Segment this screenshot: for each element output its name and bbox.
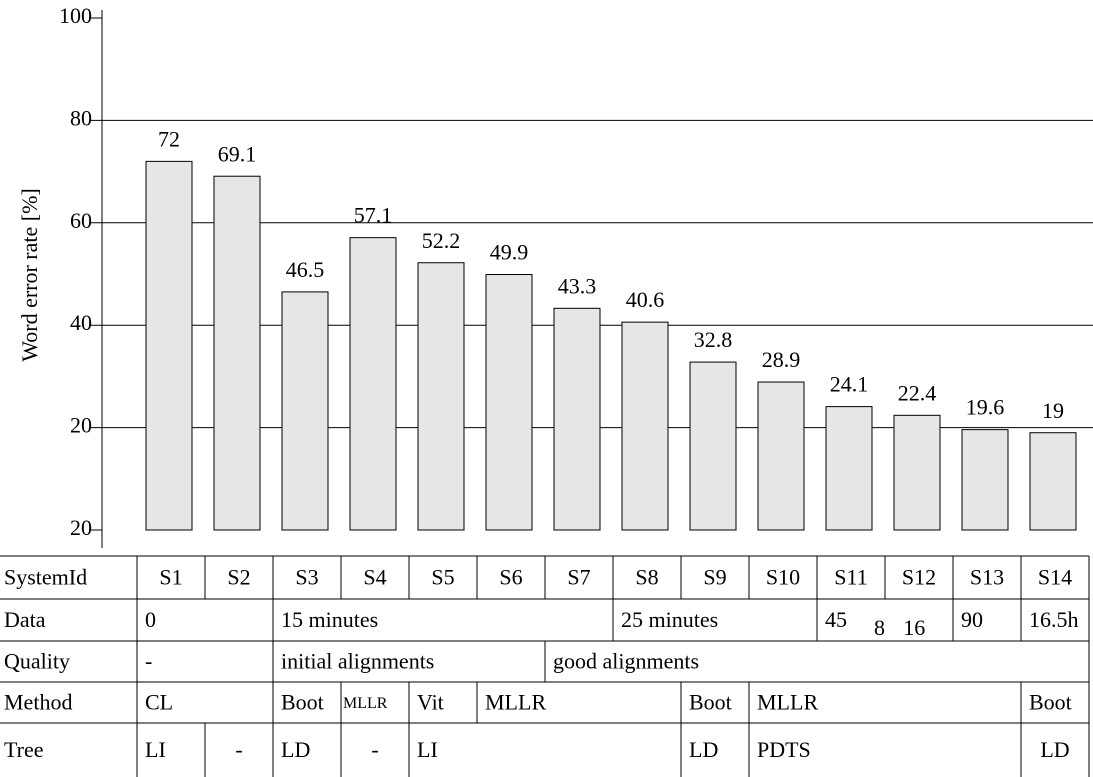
data-label: 57.1 xyxy=(354,203,393,228)
cell-text: good alignments xyxy=(553,649,699,674)
cell-text: LD xyxy=(689,737,718,762)
cell-text: 45 xyxy=(825,607,847,632)
bar xyxy=(621,321,669,531)
cell-text: 15 minutes xyxy=(281,607,378,632)
y-tick-label: 20 xyxy=(70,413,92,438)
system-id: S13 xyxy=(970,565,1004,590)
bar xyxy=(893,414,941,531)
row-label: SystemId xyxy=(4,565,87,590)
data-label: 22.4 xyxy=(898,380,937,405)
cell-text: Boot xyxy=(1029,690,1072,715)
bar xyxy=(145,160,193,531)
system-id: S10 xyxy=(766,565,800,590)
system-id: S14 xyxy=(1038,565,1072,590)
system-id: S9 xyxy=(703,565,726,590)
cell-text: 25 minutes xyxy=(621,607,718,632)
cell-text: 8 xyxy=(874,615,885,640)
data-label: 52.2 xyxy=(422,228,461,253)
cell-text: LI xyxy=(417,737,438,762)
system-id: S8 xyxy=(635,565,658,590)
system-id: S6 xyxy=(499,565,522,590)
cell-text: - xyxy=(145,649,152,674)
data-label: 49.9 xyxy=(490,240,529,265)
system-id: S4 xyxy=(363,565,386,590)
system-id: S11 xyxy=(834,565,867,590)
bar xyxy=(689,361,737,531)
y-tick-label: 100 xyxy=(59,3,92,28)
cell-text: MLLR xyxy=(485,690,546,715)
cell-text: - xyxy=(371,737,378,762)
system-id: S7 xyxy=(567,565,590,590)
row-label: Method xyxy=(4,690,72,715)
cell-text: PDTS xyxy=(757,737,811,762)
y-tick-label: 80 xyxy=(70,105,92,130)
bar xyxy=(349,237,397,531)
bar xyxy=(825,406,873,531)
bar xyxy=(281,291,329,531)
y-tick-label: 40 xyxy=(70,310,92,335)
data-label: 46.5 xyxy=(286,257,325,282)
cell-text: initial alignments xyxy=(281,649,434,674)
data-label: 43.3 xyxy=(558,273,597,298)
cell-text: CL xyxy=(145,690,173,715)
row-label: Data xyxy=(4,607,46,632)
system-id: S12 xyxy=(902,565,936,590)
cell-text: Boot xyxy=(281,690,324,715)
data-label: 24.1 xyxy=(830,372,869,397)
data-label: 32.8 xyxy=(694,327,733,352)
bar xyxy=(417,262,465,531)
data-label: 40.6 xyxy=(626,287,665,312)
cell-text: 0 xyxy=(145,607,156,632)
y-tick-label: 20 xyxy=(70,515,92,540)
cell-text: LD xyxy=(1040,737,1069,762)
bar xyxy=(961,429,1009,531)
bar xyxy=(757,381,805,531)
cell-text: 16.5h xyxy=(1029,607,1079,632)
row-label: Tree xyxy=(4,737,44,762)
data-label: 69.1 xyxy=(218,141,257,166)
data-label: 19.6 xyxy=(966,395,1005,420)
y-axis-label: Word error rate [%] xyxy=(17,188,42,362)
system-id: S1 xyxy=(159,565,182,590)
data-label: 72 xyxy=(158,126,180,151)
row-label: Quality xyxy=(4,649,70,674)
cell-text: LI xyxy=(145,737,166,762)
cell-text: MLLR xyxy=(343,695,388,712)
bar xyxy=(1029,432,1077,531)
cell-text: LD xyxy=(281,737,310,762)
cell-text: Vit xyxy=(417,690,444,715)
cell-text: - xyxy=(235,737,242,762)
system-id: S3 xyxy=(295,565,318,590)
system-id: S2 xyxy=(227,565,250,590)
cell-text: 90 xyxy=(961,607,983,632)
system-id: S5 xyxy=(431,565,454,590)
data-label: 28.9 xyxy=(762,347,801,372)
cell-text: Boot xyxy=(689,690,732,715)
y-tick-label: 60 xyxy=(70,208,92,233)
cell-text: MLLR xyxy=(757,690,818,715)
bar xyxy=(553,307,601,531)
data-label: 19 xyxy=(1042,398,1064,423)
bar xyxy=(485,274,533,531)
cell-text: 16 xyxy=(903,615,925,640)
bar xyxy=(213,175,261,531)
